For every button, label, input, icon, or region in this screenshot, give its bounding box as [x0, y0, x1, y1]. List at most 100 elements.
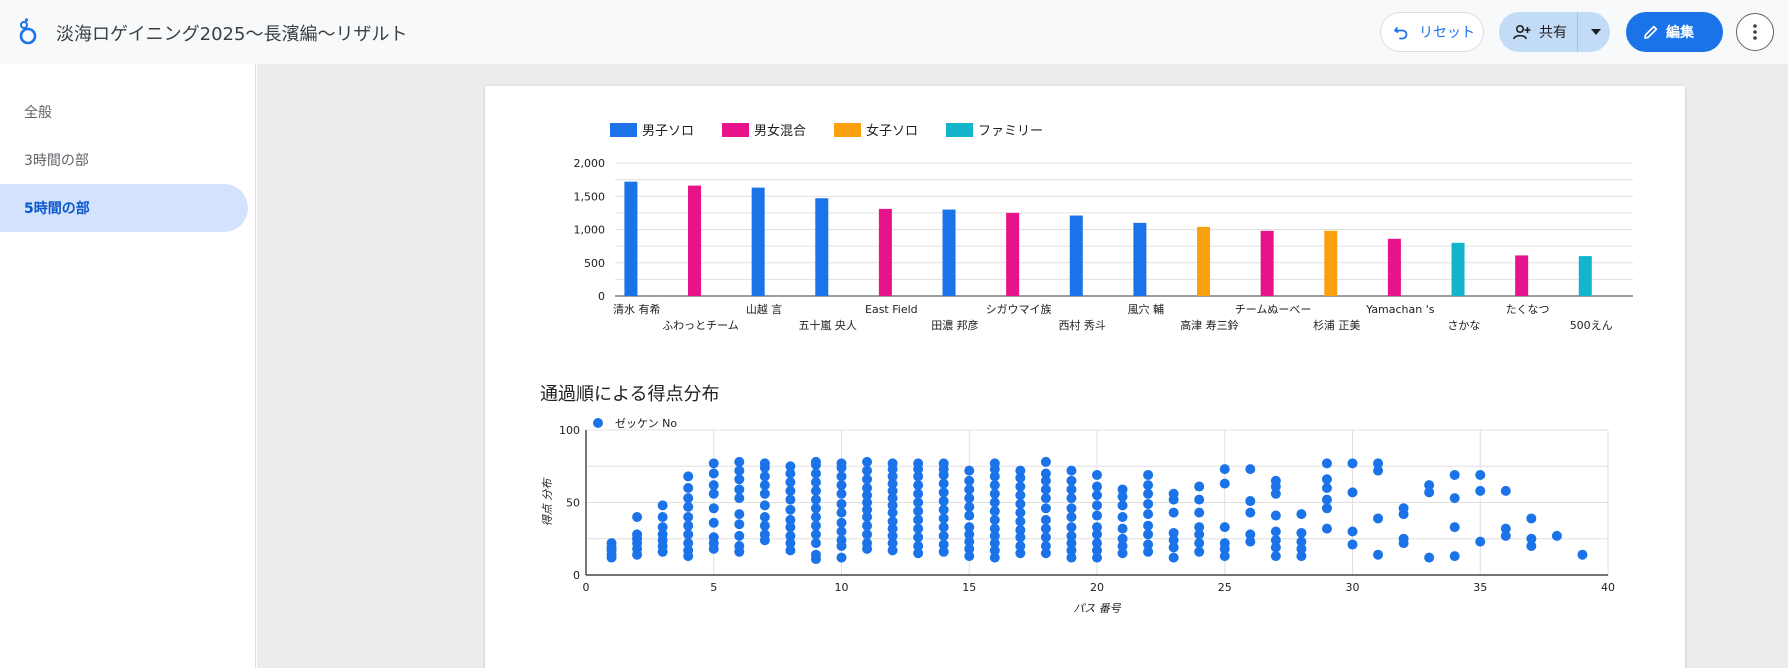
- scatter-point: [1066, 530, 1077, 541]
- y-tick-label: 500: [584, 257, 605, 270]
- scatter-point: [1143, 520, 1154, 531]
- scatter-point: [1015, 525, 1026, 536]
- scatter-point: [683, 529, 694, 540]
- scatter-point: [1143, 539, 1154, 550]
- scatter-point: [759, 529, 770, 540]
- scatter-point: [1117, 523, 1128, 534]
- scatter-point: [708, 488, 719, 499]
- scatter-point: [1270, 510, 1281, 521]
- share-button[interactable]: 共有: [1499, 12, 1610, 52]
- scatter-point: [1219, 551, 1230, 562]
- scatter-point: [938, 513, 949, 524]
- scatter-point: [862, 474, 873, 485]
- scatter-point: [1245, 496, 1256, 507]
- scatter-point: [1270, 542, 1281, 553]
- scatter-point: [836, 552, 847, 563]
- scatter-point: [913, 497, 924, 508]
- nav-item-5-hours[interactable]: 5時間の部: [0, 184, 248, 232]
- scatter-point: [1015, 465, 1026, 476]
- scatter-point: [1194, 494, 1205, 505]
- scatter-point: [785, 514, 796, 525]
- scatter-point: [1449, 469, 1460, 480]
- scatter-point: [1270, 535, 1281, 546]
- x-tick-label: 風穴 輔: [1128, 302, 1165, 316]
- scatter-point: [810, 485, 821, 496]
- more-options-button[interactable]: [1736, 13, 1774, 51]
- scatter-point: [1321, 483, 1332, 493]
- scatter-point: [1526, 541, 1537, 551]
- scatter-point: [1398, 503, 1409, 514]
- scatter-point: [1143, 480, 1154, 491]
- scatter-point: [1015, 548, 1026, 559]
- scatter-point: [989, 458, 1000, 469]
- share-label: 共有: [1539, 25, 1567, 41]
- scatter-point: [1194, 529, 1205, 540]
- more-vert-icon: [1753, 24, 1757, 40]
- scatter-point: [1066, 475, 1077, 486]
- scatter-point: [1526, 513, 1537, 524]
- scatter-point: [708, 517, 719, 528]
- scatter-point: [1219, 464, 1230, 475]
- scatter-point: [785, 504, 796, 515]
- scatter-point: [734, 484, 745, 495]
- scatter-point: [989, 538, 1000, 549]
- scatter-point: [964, 475, 975, 486]
- x-tick-label: 500えん: [1570, 319, 1613, 332]
- share-menu-button[interactable]: [1583, 12, 1609, 52]
- scatter-point: [1373, 549, 1384, 560]
- x-tick-label: Yamachan 's: [1365, 303, 1435, 316]
- scatter-point: [964, 493, 975, 504]
- scatter-point: [1219, 538, 1230, 549]
- y-tick-label: 2,000: [574, 157, 606, 170]
- scatter-point: [1117, 541, 1128, 551]
- scatter-point: [657, 529, 668, 540]
- scatter-point: [1092, 510, 1102, 521]
- x-tick-label: 10: [835, 581, 849, 594]
- scatter-point: [862, 538, 873, 549]
- scatter-point: [1475, 469, 1486, 480]
- score-distribution-scatter-chart[interactable]: ゼッケン No 0 5 10 15 20 25 30 35 40 0 50 100 パス 番号 得点 分布: [485, 408, 1685, 668]
- scatter-point: [683, 512, 694, 522]
- undo-icon: [1394, 27, 1408, 40]
- bar: [688, 185, 702, 296]
- scatter-point: [1040, 532, 1051, 543]
- scatter-point: [759, 471, 770, 482]
- scatter-point: [1296, 551, 1307, 562]
- scatter-point: [1296, 527, 1307, 538]
- x-tick-label: 五十嵐 央人: [798, 318, 857, 332]
- scatter-point: [1066, 538, 1077, 549]
- scatter-point: [836, 535, 847, 546]
- edit-label: 編集: [1666, 25, 1694, 41]
- scatter-point: [836, 517, 847, 528]
- scatter-point: [785, 468, 796, 479]
- scatter-point: [810, 538, 821, 549]
- edit-button[interactable]: 編集: [1626, 12, 1723, 52]
- nav-item-3-hours[interactable]: 3時間の部: [0, 136, 248, 184]
- scatter-point: [1040, 514, 1051, 525]
- reset-button[interactable]: リセット: [1380, 12, 1484, 52]
- scatter-point: [1092, 538, 1102, 549]
- scatter-point: [887, 545, 898, 556]
- scatter-point: [683, 545, 694, 556]
- legend-label: ファミリー: [978, 124, 1043, 139]
- scatter-point: [810, 512, 821, 522]
- x-tick-label: チームぬーべー: [1235, 303, 1312, 316]
- scatter-point: [1066, 512, 1077, 522]
- scatter-point: [657, 512, 668, 522]
- x-tick-label: 0: [583, 581, 590, 594]
- scatter-point: [1219, 478, 1230, 489]
- scatter-point: [1194, 522, 1205, 533]
- scatter-point: [1475, 536, 1486, 547]
- scatter-point: [734, 509, 745, 520]
- x-tick-label: 杉浦 正美: [1313, 318, 1361, 332]
- scatter-point: [785, 538, 796, 549]
- scatter-point: [734, 530, 745, 541]
- scatter-point: [1066, 484, 1077, 495]
- nav-item-overall[interactable]: 全般: [0, 88, 248, 136]
- score-bar-chart[interactable]: 男子ソロ 男女混合 女子ソロ ファミリー 0 500 1,000 1,500 2,000 清水 有…: [485, 86, 1685, 346]
- looker-studio-logo-icon[interactable]: [16, 18, 40, 46]
- scatter-point: [862, 483, 873, 493]
- y-tick-label: 1,000: [574, 224, 606, 237]
- scatter-point: [887, 493, 898, 504]
- scatter-point: [1347, 539, 1358, 550]
